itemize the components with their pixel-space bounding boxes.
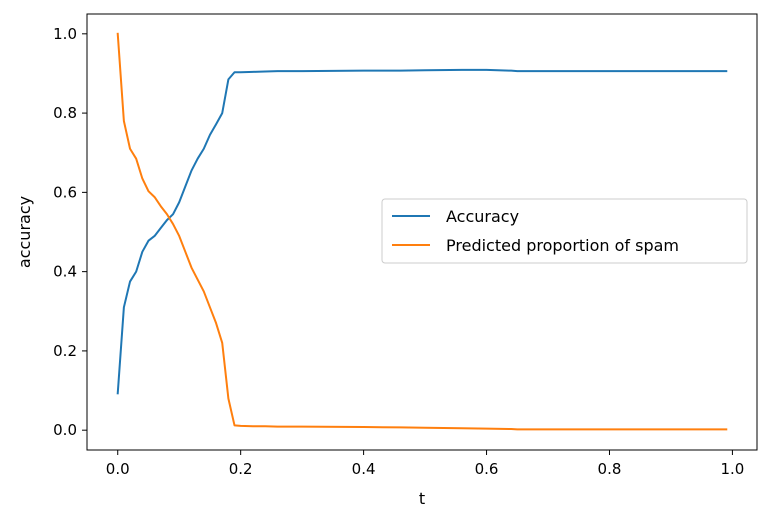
- x-axis: 0.0 0.2 0.4 0.6 0.8 1.0: [106, 450, 744, 478]
- legend-entry-1: Predicted proportion of spam: [446, 236, 679, 255]
- x-tick-label: 1.0: [720, 460, 744, 478]
- y-tick-label: 0.0: [53, 421, 77, 439]
- x-axis-label: t: [419, 489, 425, 508]
- x-tick-label: 0.4: [352, 460, 376, 478]
- y-tick-label: 1.0: [53, 25, 77, 43]
- series-line-0: [116, 68, 728, 395]
- legend-entry-0: Accuracy: [446, 207, 519, 226]
- y-axis-label: accuracy: [15, 196, 34, 268]
- series-layer: [116, 32, 728, 431]
- y-tick-label: 0.4: [53, 263, 77, 281]
- x-tick-label: 0.2: [229, 460, 253, 478]
- x-tick-label: 0.0: [106, 460, 130, 478]
- y-tick-label: 0.8: [53, 104, 77, 122]
- y-tick-label: 0.2: [53, 342, 77, 360]
- y-axis: 0.0 0.2 0.4 0.6 0.8 1.0: [53, 25, 87, 439]
- legend: Accuracy Predicted proportion of spam: [381, 198, 748, 264]
- legend-box: [381, 198, 748, 264]
- series-line-1: [116, 32, 728, 431]
- x-tick-label: 0.8: [598, 460, 622, 478]
- x-tick-label: 0.6: [475, 460, 499, 478]
- plot-frame: [86, 13, 758, 451]
- y-tick-label: 0.6: [53, 183, 77, 201]
